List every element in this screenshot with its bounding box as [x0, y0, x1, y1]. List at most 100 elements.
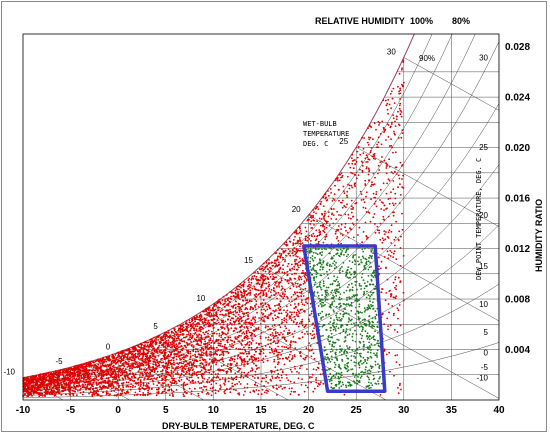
red-data-point	[254, 354, 256, 356]
red-data-point	[384, 233, 386, 235]
red-data-point	[311, 338, 313, 340]
red-data-point	[158, 382, 160, 384]
red-data-point	[71, 368, 73, 370]
red-data-point	[240, 329, 242, 331]
red-data-point	[100, 363, 102, 365]
red-data-point	[194, 321, 196, 323]
red-data-point	[310, 382, 312, 384]
red-data-point	[58, 375, 60, 377]
red-data-point	[143, 350, 145, 352]
red-data-point	[196, 328, 198, 330]
red-data-point	[232, 318, 234, 320]
red-data-point	[276, 355, 278, 357]
red-data-point	[358, 174, 360, 176]
red-data-point	[51, 373, 53, 375]
red-data-point	[188, 380, 190, 382]
red-data-point	[359, 154, 361, 156]
red-data-point	[164, 389, 166, 391]
red-data-point	[391, 224, 393, 226]
red-data-point	[243, 377, 245, 379]
red-data-point	[65, 383, 67, 385]
red-data-point	[147, 390, 149, 392]
red-data-point	[144, 346, 146, 348]
red-data-point	[189, 335, 191, 337]
red-data-point	[204, 340, 206, 342]
red-data-point	[324, 226, 326, 228]
red-data-point	[402, 175, 404, 177]
red-data-point	[246, 299, 248, 301]
red-data-point	[261, 393, 263, 395]
red-data-point	[251, 359, 253, 361]
red-data-point	[132, 353, 134, 355]
red-data-point	[150, 343, 152, 345]
red-data-point	[129, 373, 131, 375]
red-data-point	[40, 374, 42, 376]
red-data-point	[388, 290, 390, 292]
red-data-point	[213, 305, 215, 307]
red-data-point	[221, 351, 223, 353]
red-data-point	[203, 352, 205, 354]
red-data-point	[243, 353, 245, 355]
red-data-point	[199, 357, 201, 359]
red-data-point	[178, 342, 180, 344]
red-data-point	[250, 370, 252, 372]
red-data-point	[262, 314, 264, 316]
red-data-point	[291, 391, 293, 393]
red-data-point	[300, 292, 302, 294]
red-data-point	[126, 386, 128, 388]
red-data-point	[213, 327, 215, 329]
red-data-point	[257, 378, 259, 380]
red-data-point	[201, 347, 203, 349]
red-data-point	[392, 188, 394, 190]
red-data-point	[157, 375, 159, 377]
red-data-point	[313, 211, 315, 213]
red-data-point	[221, 320, 223, 322]
red-data-point	[210, 324, 212, 326]
red-data-point	[256, 280, 258, 282]
red-data-point	[82, 394, 84, 396]
red-data-point	[131, 376, 133, 378]
red-data-point	[289, 344, 291, 346]
red-data-point	[386, 183, 388, 185]
red-data-point	[324, 238, 326, 240]
red-data-point	[403, 300, 405, 302]
red-data-point	[293, 286, 295, 288]
red-data-point	[260, 323, 262, 325]
red-data-point	[299, 322, 301, 324]
red-data-point	[277, 376, 279, 378]
red-data-point	[206, 355, 208, 357]
red-data-point	[354, 163, 356, 165]
red-data-point	[260, 317, 262, 319]
red-data-point	[126, 357, 128, 359]
red-data-point	[146, 383, 148, 385]
red-data-point	[291, 264, 293, 266]
red-data-point	[160, 350, 162, 352]
red-data-point	[56, 388, 58, 390]
red-data-point	[115, 373, 117, 375]
red-data-point	[102, 372, 104, 374]
red-data-point	[165, 384, 167, 386]
red-data-point	[87, 376, 89, 378]
red-data-point	[252, 361, 254, 363]
red-data-point	[329, 224, 331, 226]
red-data-point	[172, 367, 174, 369]
red-data-point	[296, 322, 298, 324]
red-data-point	[224, 306, 226, 308]
red-data-point	[204, 314, 206, 316]
red-data-point	[204, 311, 206, 313]
red-data-point	[137, 371, 139, 373]
red-data-point	[176, 332, 178, 334]
red-data-point	[364, 180, 366, 182]
red-data-point	[74, 387, 76, 389]
red-data-point	[113, 387, 115, 389]
red-data-point	[153, 353, 155, 355]
red-data-point	[273, 337, 275, 339]
red-data-point	[145, 355, 147, 357]
red-data-point	[239, 352, 241, 354]
red-data-point	[128, 364, 130, 366]
red-data-point	[115, 357, 117, 359]
red-data-point	[301, 331, 303, 333]
red-data-point	[389, 166, 391, 168]
red-data-point	[335, 218, 337, 220]
red-data-point	[220, 303, 222, 305]
